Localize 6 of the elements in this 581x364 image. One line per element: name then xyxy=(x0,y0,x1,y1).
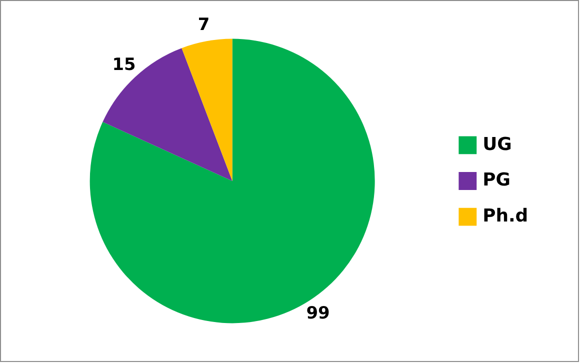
data-label: 15 xyxy=(112,54,136,74)
legend-label: PG xyxy=(482,170,510,191)
data-label: 7 xyxy=(198,14,210,34)
legend-label: UG xyxy=(482,134,512,155)
data-label: 99 xyxy=(306,302,330,322)
legend-label: Ph.d xyxy=(482,205,528,226)
